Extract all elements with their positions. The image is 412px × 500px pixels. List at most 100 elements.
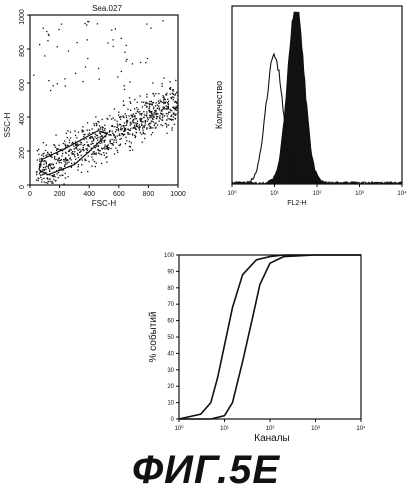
scatter-point — [175, 80, 176, 81]
scatter-point — [126, 59, 127, 60]
scatter-point — [161, 124, 162, 125]
scatter-point — [166, 126, 167, 127]
scatter-point — [166, 113, 167, 114]
scatter-point — [78, 166, 79, 167]
scatter-point — [151, 121, 152, 122]
scatter-point — [51, 157, 52, 158]
scatter-point — [173, 99, 174, 100]
scatter-point — [168, 112, 169, 113]
scatter-point — [77, 146, 78, 147]
scatter-point — [136, 124, 137, 125]
scatter-point — [55, 134, 56, 135]
scatter-point — [170, 89, 171, 90]
scatter-point — [124, 52, 125, 53]
scatter-point — [116, 127, 117, 128]
scatter-point — [68, 155, 69, 156]
scatter-point — [168, 101, 169, 102]
scatter-point — [36, 180, 37, 181]
scatter-point — [69, 142, 70, 143]
scatter-point — [161, 113, 162, 114]
scatter-point — [134, 125, 135, 126]
scatter-point — [55, 180, 56, 181]
scatter-point — [158, 106, 159, 107]
scatter-point — [76, 137, 77, 138]
scatter-point — [144, 114, 145, 115]
scatter-point — [102, 129, 103, 130]
scatter-point — [50, 178, 51, 179]
scatter-point — [64, 141, 65, 142]
scatter-point — [65, 85, 66, 86]
scatter-point — [48, 168, 49, 169]
scatter-point — [67, 137, 68, 138]
scatter-point — [44, 181, 45, 182]
scatter-point — [96, 138, 97, 139]
scatter-point — [164, 107, 165, 108]
scatter-point — [129, 134, 130, 135]
scatter-point — [149, 128, 150, 129]
scatter-point — [57, 160, 58, 161]
scatter-point — [43, 142, 44, 143]
scatter-point — [85, 66, 86, 67]
scatter-point — [108, 148, 109, 149]
scatter-point — [78, 144, 79, 145]
scatter-point — [165, 94, 166, 95]
scatter-point — [104, 146, 105, 147]
scatter-point — [154, 95, 155, 96]
scatter-point — [158, 101, 159, 102]
scatter-point — [63, 143, 64, 144]
scatter-point — [102, 127, 103, 128]
cumulative-y-tick-label: 80 — [167, 286, 174, 292]
scatter-point — [87, 144, 88, 145]
scatter-point — [100, 133, 101, 134]
scatter-point — [94, 125, 95, 126]
scatter-point — [38, 178, 39, 179]
scatter-x-tick-label: 400 — [83, 191, 95, 198]
scatter-point — [49, 169, 50, 170]
scatter-point — [135, 136, 136, 137]
scatter-point — [164, 108, 165, 109]
scatter-point — [177, 107, 178, 108]
scatter-point — [130, 103, 131, 104]
scatter-point — [167, 116, 168, 117]
scatter-point — [140, 132, 141, 133]
scatter-point — [146, 94, 147, 95]
cumulative-x-tick-label: 10⁴ — [356, 425, 366, 432]
scatter-point — [39, 173, 40, 174]
scatter-point — [169, 81, 170, 82]
scatter-point — [124, 89, 125, 90]
scatter-point — [65, 157, 66, 158]
histogram-x-label: FL2-H — [287, 200, 306, 207]
scatter-point — [130, 118, 131, 119]
scatter-point — [166, 120, 167, 121]
scatter-point — [43, 161, 44, 162]
scatter-point — [146, 107, 147, 108]
scatter-point — [64, 164, 65, 165]
scatter-point — [49, 154, 50, 155]
scatter-point — [155, 111, 156, 112]
scatter-point — [166, 93, 167, 94]
scatter-point — [124, 122, 125, 123]
scatter-point — [127, 129, 128, 130]
scatter-point — [38, 180, 39, 181]
scatter-point — [130, 110, 131, 111]
scatter-point — [169, 118, 170, 119]
scatter-point — [119, 135, 120, 136]
cumulative-y-tick-label: 10 — [167, 401, 174, 407]
histogram-x-ticks: 10⁰10¹10²10³10⁴ — [227, 184, 407, 197]
scatter-point — [112, 144, 113, 145]
figure-caption: ФИГ.5Е — [0, 448, 412, 493]
scatter-point — [100, 150, 101, 151]
scatter-point — [71, 166, 72, 167]
scatter-point — [159, 115, 160, 116]
scatter-point — [104, 125, 105, 126]
scatter-point — [87, 58, 88, 59]
scatter-point — [129, 146, 130, 147]
scatter-point — [169, 112, 170, 113]
scatter-point — [77, 155, 78, 156]
scatter-point — [140, 95, 141, 96]
scatter-point — [155, 93, 156, 94]
scatter-point — [166, 105, 167, 106]
scatter-point — [101, 154, 102, 155]
scatter-point — [45, 161, 46, 162]
scatter-point — [96, 125, 97, 126]
